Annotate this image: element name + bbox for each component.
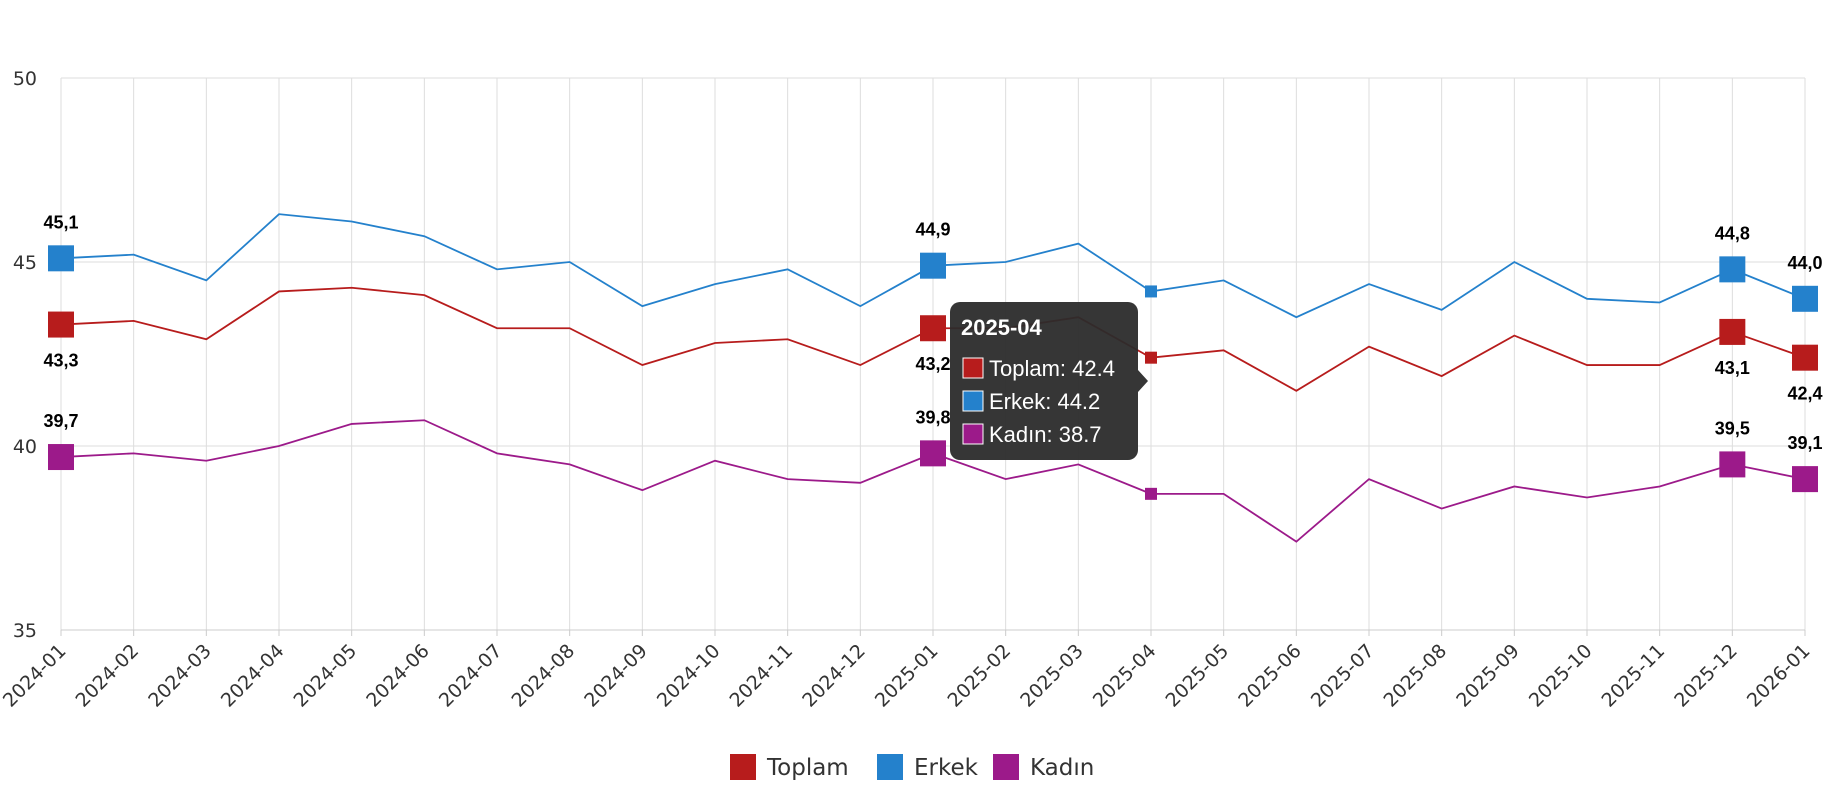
legend-item-toplam[interactable]: Toplam <box>730 754 849 781</box>
legend-label: Toplam <box>766 755 849 781</box>
data-point-marker[interactable] <box>48 311 74 338</box>
x-tick-label: 2024-12 <box>798 640 870 712</box>
tooltip: 2025-04 Toplam: 42.4 Erkek: 44.2 Kadın: 38.… <box>950 302 1148 460</box>
x-tick-label: 2024-06 <box>362 640 434 712</box>
data-point-marker[interactable] <box>1719 318 1746 345</box>
legend-label: Kadın <box>1030 755 1094 781</box>
x-tick-label: 2024-05 <box>290 640 362 712</box>
data-point-marker[interactable] <box>1792 344 1818 371</box>
data-point-marker[interactable] <box>1719 256 1746 283</box>
data-label: 39,5 <box>1715 418 1750 438</box>
x-tick-label: 2025-02 <box>944 640 1016 712</box>
x-tick-label: 2025-10 <box>1525 640 1597 712</box>
x-tick-label: 2024-01 <box>0 640 71 712</box>
y-tick-label: 35 <box>13 620 37 642</box>
data-label: 39,1 <box>1787 433 1822 453</box>
x-tick-label: 2025-08 <box>1380 640 1452 712</box>
data-point-marker[interactable] <box>1792 466 1818 493</box>
data-point-marker[interactable] <box>48 245 74 272</box>
x-tick-label: 2024-03 <box>144 640 216 712</box>
data-label: 39,8 <box>915 407 950 427</box>
x-tick-label: 2024-10 <box>653 640 725 712</box>
legend-swatch <box>877 754 903 780</box>
x-tick-label: 2025-11 <box>1598 640 1670 712</box>
x-tick-label: 2025-03 <box>1016 640 1088 712</box>
data-label: 39,7 <box>43 411 78 431</box>
data-label: 44,8 <box>1715 223 1750 243</box>
x-tick-label: 2025-12 <box>1670 640 1742 712</box>
data-point-marker[interactable] <box>1719 451 1746 478</box>
data-label: 45,1 <box>43 212 78 232</box>
x-tick-label: 2024-09 <box>580 640 652 712</box>
tooltip-box: 2025-04 Toplam: 42.4 Erkek: 44.2 Kadın: 38.… <box>950 302 1148 460</box>
data-label: 44,0 <box>1787 253 1822 273</box>
data-label: 43,3 <box>43 351 78 371</box>
x-tick-label: 2024-02 <box>72 640 144 712</box>
data-point-marker[interactable] <box>920 315 946 342</box>
legend[interactable]: Toplam Erkek Kadın <box>730 754 1094 781</box>
tooltip-swatch <box>962 390 984 412</box>
x-tick-label: 2024-04 <box>217 640 289 712</box>
tooltip-swatch <box>962 423 984 445</box>
x-tick-label: 2024-08 <box>508 640 580 712</box>
x-tick-label: 2025-09 <box>1452 640 1524 712</box>
legend-item-erkek[interactable]: Erkek <box>877 754 979 781</box>
tooltip-line: Erkek: 44.2 <box>989 389 1100 414</box>
x-tick-label: 2025-04 <box>1089 640 1161 712</box>
data-label: 44,9 <box>915 220 950 240</box>
tooltip-swatch <box>962 357 984 379</box>
hover-point-marker[interactable] <box>1145 351 1157 364</box>
data-point-marker[interactable] <box>920 440 946 467</box>
data-label: 42,4 <box>1787 384 1822 404</box>
axes: 2024-01 2024-02 2024-03 2024-04 2024-05 2024-… <box>0 68 1815 712</box>
tooltip-line: Kadın: 38.7 <box>989 422 1102 447</box>
x-tick-label: 2025-06 <box>1234 640 1306 712</box>
tooltip-background <box>950 302 1138 460</box>
legend-label: Erkek <box>914 755 979 781</box>
x-tick-label: 2025-05 <box>1162 640 1234 712</box>
x-tick-label: 2025-01 <box>871 640 943 712</box>
data-point-marker[interactable] <box>920 252 946 279</box>
tooltip-line: Toplam: 42.4 <box>989 356 1115 381</box>
x-tick-label: 2026-01 <box>1743 640 1815 712</box>
data-label: 43,1 <box>1715 358 1750 378</box>
y-tick-label: 40 <box>13 436 37 458</box>
x-tick-label: 2024-07 <box>435 640 507 712</box>
x-tick-label: 2024-11 <box>726 640 798 712</box>
x-tick-label: 2025-07 <box>1307 640 1379 712</box>
tooltip-title: 2025-04 <box>961 315 1043 340</box>
y-tick-label: 50 <box>13 68 37 90</box>
y-tick-label: 45 <box>13 252 37 274</box>
legend-swatch <box>993 754 1019 780</box>
hover-point-marker[interactable] <box>1145 285 1157 298</box>
hover-point-marker[interactable] <box>1145 487 1157 500</box>
data-labels: 43,3 43,2 43,1 42,4 45,1 44,9 44,8 44,0 39,7 39,8… <box>43 212 1822 453</box>
data-point-marker[interactable] <box>48 444 74 471</box>
series <box>48 213 1818 543</box>
data-label: 43,2 <box>915 354 950 374</box>
tooltip-pointer <box>1138 370 1148 392</box>
legend-swatch <box>730 754 756 780</box>
data-point-marker[interactable] <box>1792 285 1818 312</box>
legend-item-kadın[interactable]: Kadın <box>993 754 1094 781</box>
